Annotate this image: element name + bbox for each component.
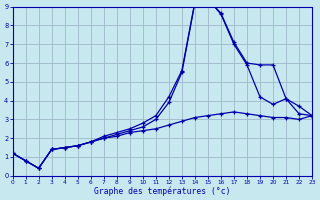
X-axis label: Graphe des températures (°c): Graphe des températures (°c): [94, 186, 231, 196]
